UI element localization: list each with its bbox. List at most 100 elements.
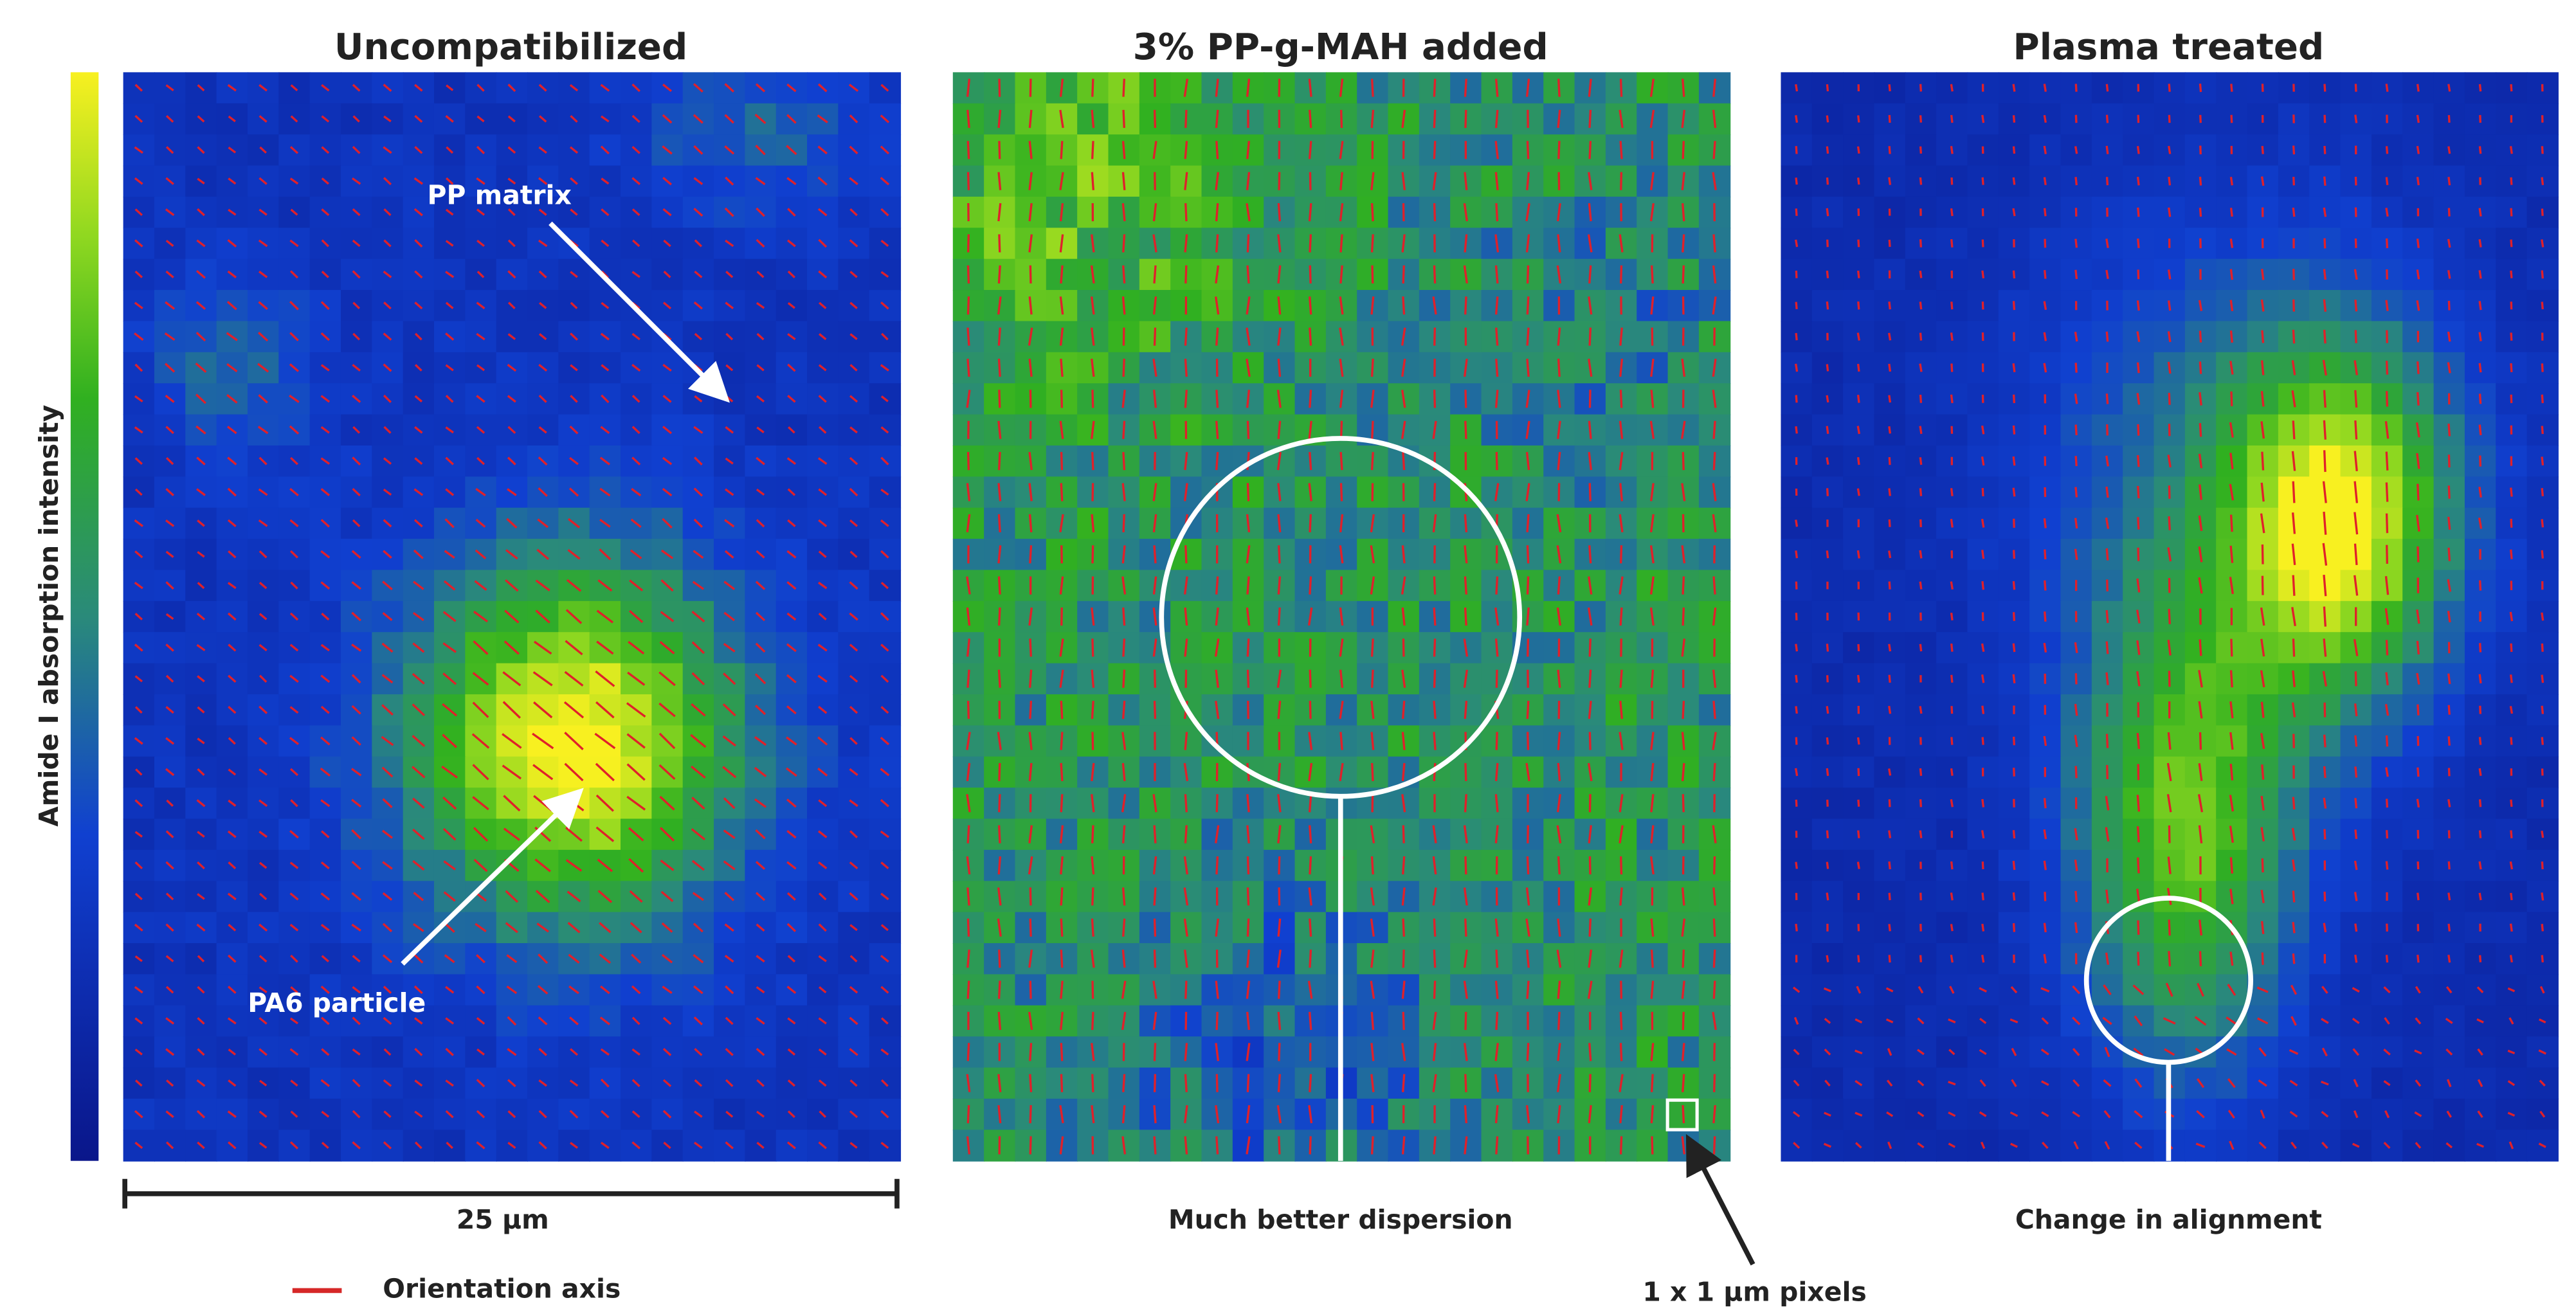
orientation-tick [2511, 363, 2512, 372]
orientation-tick [2480, 674, 2481, 683]
orientation-tick [1310, 141, 1311, 159]
orientation-tick [1465, 514, 1466, 532]
orientation-tick [1278, 1074, 1280, 1092]
orientation-tick [1247, 483, 1248, 501]
orientation-tick [1796, 862, 1797, 869]
orientation-tick [1621, 266, 1622, 284]
orientation-tick [2138, 517, 2139, 529]
orientation-tick [1683, 79, 1684, 97]
colorbar-label: Amide I absorption intensity [33, 405, 64, 827]
orientation-tick [2510, 861, 2512, 869]
orientation-tick [1982, 240, 1983, 248]
orientation-tick [2044, 643, 2045, 653]
orientation-tick [1714, 919, 1715, 937]
orientation-tick [1278, 203, 1280, 221]
orientation-tick [1310, 950, 1311, 968]
orientation-tick [1982, 488, 1983, 496]
orientation-tick [2044, 84, 2045, 91]
orientation-tick [1061, 359, 1062, 377]
orientation-tick [1796, 768, 1797, 776]
orientation-tick [1920, 364, 1921, 372]
orientation-tick [1185, 1043, 1186, 1061]
orientation-tick [2107, 487, 2108, 498]
orientation-tick [1951, 893, 1952, 901]
orientation-tick [1827, 831, 1828, 838]
orientation-tick [2510, 612, 2512, 621]
orientation-tick [1123, 608, 1125, 626]
orientation-tick [1889, 177, 1891, 185]
orientation-tick [1030, 638, 1031, 656]
orientation-tick [1434, 110, 1435, 128]
orientation-tick [1372, 234, 1374, 252]
orientation-tick [2076, 923, 2077, 933]
orientation-tick [1403, 701, 1404, 719]
orientation-tick [1952, 395, 1953, 403]
orientation-tick [2138, 146, 2139, 154]
orientation-tick [1030, 514, 1031, 532]
orientation-tick [2324, 300, 2325, 312]
orientation-tick [2262, 576, 2263, 595]
orientation-tick [1123, 296, 1125, 314]
orientation-tick [2013, 581, 2014, 590]
orientation-tick [1154, 825, 1156, 843]
orientation-tick [2044, 177, 2045, 185]
orientation-tick [2542, 737, 2543, 745]
orientation-tick [1465, 1105, 1466, 1123]
orientation-tick [1496, 670, 1497, 688]
orientation-tick [1920, 488, 1921, 496]
orientation-tick [999, 856, 1000, 874]
orientation-tick [1827, 208, 1828, 216]
orientation-tick [2355, 671, 2356, 686]
orientation-tick [2355, 955, 2357, 962]
orientation-tick [968, 452, 969, 470]
orientation-tick [1434, 608, 1435, 626]
orientation-tick [2014, 395, 2015, 403]
orientation-tick [1247, 1074, 1248, 1092]
orientation-tick [2262, 269, 2263, 280]
orientation-tick [2449, 332, 2450, 341]
orientation-tick [1889, 115, 1890, 123]
orientation-tick [1982, 799, 1984, 807]
orientation-tick [1154, 545, 1156, 563]
orientation-tick [2480, 581, 2481, 591]
orientation-tick [1465, 390, 1466, 408]
orientation-tick [2231, 269, 2232, 280]
orientation-tick [2542, 550, 2543, 559]
orientation-tick [2417, 146, 2418, 154]
orientation-tick [2013, 208, 2015, 216]
orientation-tick [2293, 638, 2294, 656]
orientation-tick [1403, 919, 1404, 937]
orientation-tick [2076, 270, 2077, 279]
orientation-tick [1372, 1136, 1374, 1154]
orientation-tick [1030, 390, 1031, 408]
orientation-tick [2324, 606, 2325, 626]
orientation-tick [1061, 1043, 1062, 1061]
orientation-tick [2262, 858, 2263, 872]
orientation-tick [2169, 919, 2170, 935]
orientation-tick [1310, 390, 1311, 408]
orientation-tick [2386, 482, 2387, 501]
orientation-tick [2511, 488, 2512, 497]
orientation-tick [1310, 577, 1311, 595]
orientation-tick [1061, 919, 1062, 937]
orientation-tick [2076, 518, 2077, 528]
orientation-tick [2231, 208, 2232, 217]
orientation-tick [2510, 955, 2512, 962]
orientation-tick [1372, 856, 1374, 874]
orientation-tick [2387, 545, 2388, 564]
orientation-tick [1061, 794, 1062, 812]
orientation-tick [1889, 861, 1890, 869]
orientation-tick [1889, 831, 1891, 838]
orientation-tick [1858, 147, 1859, 154]
orientation-tick [1403, 203, 1404, 221]
orientation-tick [1652, 950, 1653, 968]
orientation-tick [1827, 644, 1828, 651]
orientation-tick [1155, 328, 1156, 346]
orientation-tick [999, 950, 1000, 968]
orientation-tick [2480, 799, 2481, 807]
orientation-tick [1155, 1074, 1156, 1092]
orientation-tick [2262, 953, 2263, 965]
orientation-tick [1951, 799, 1952, 807]
orientation-tick [1951, 84, 1952, 91]
orientation-tick [1714, 421, 1715, 439]
